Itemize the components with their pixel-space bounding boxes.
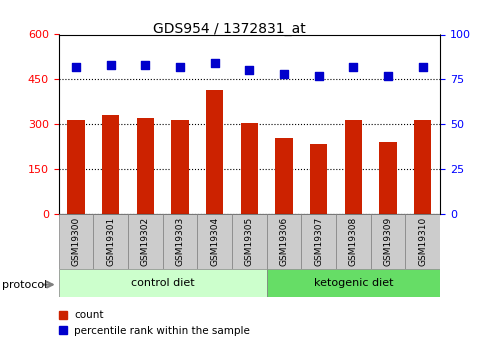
Text: GSM19310: GSM19310 xyxy=(417,217,427,266)
Point xyxy=(245,68,253,73)
Point xyxy=(72,64,80,70)
Bar xyxy=(102,115,119,214)
Point xyxy=(418,64,426,70)
Bar xyxy=(405,214,439,269)
Point xyxy=(314,73,322,79)
Bar xyxy=(370,214,405,269)
Bar xyxy=(335,214,370,269)
Bar xyxy=(309,144,327,214)
Point xyxy=(384,73,391,79)
Point xyxy=(280,71,287,77)
Bar xyxy=(413,120,430,214)
Text: GSM19306: GSM19306 xyxy=(279,217,288,266)
Text: GSM19304: GSM19304 xyxy=(210,217,219,266)
Text: GSM19301: GSM19301 xyxy=(106,217,115,266)
Text: GSM19309: GSM19309 xyxy=(383,217,392,266)
Text: GSM19302: GSM19302 xyxy=(141,217,149,266)
Bar xyxy=(379,142,396,214)
Text: GSM19303: GSM19303 xyxy=(175,217,184,266)
Point xyxy=(141,62,149,68)
Point xyxy=(106,62,114,68)
Text: GSM19305: GSM19305 xyxy=(244,217,253,266)
Text: protocol: protocol xyxy=(2,280,48,289)
Bar xyxy=(197,214,232,269)
Bar xyxy=(128,214,163,269)
Bar xyxy=(344,120,361,214)
Bar xyxy=(67,120,84,214)
Legend: count, percentile rank within the sample: count, percentile rank within the sample xyxy=(54,306,253,340)
Point xyxy=(349,64,357,70)
Point xyxy=(176,64,183,70)
Text: GSM19308: GSM19308 xyxy=(348,217,357,266)
Bar xyxy=(93,214,128,269)
Bar xyxy=(232,214,266,269)
Bar xyxy=(137,118,154,214)
Bar xyxy=(59,214,93,269)
Bar xyxy=(171,120,188,214)
Text: GDS954 / 1372831_at: GDS954 / 1372831_at xyxy=(153,22,305,37)
Bar xyxy=(163,214,197,269)
Text: GSM19307: GSM19307 xyxy=(314,217,323,266)
Text: GSM19300: GSM19300 xyxy=(71,217,81,266)
Bar xyxy=(275,138,292,214)
Bar xyxy=(240,123,258,214)
Bar xyxy=(266,214,301,269)
Text: ketogenic diet: ketogenic diet xyxy=(313,278,392,288)
Bar xyxy=(205,90,223,214)
Text: control diet: control diet xyxy=(131,278,194,288)
Bar xyxy=(301,214,335,269)
Bar xyxy=(59,269,266,297)
Point xyxy=(210,60,218,66)
Bar xyxy=(266,269,439,297)
